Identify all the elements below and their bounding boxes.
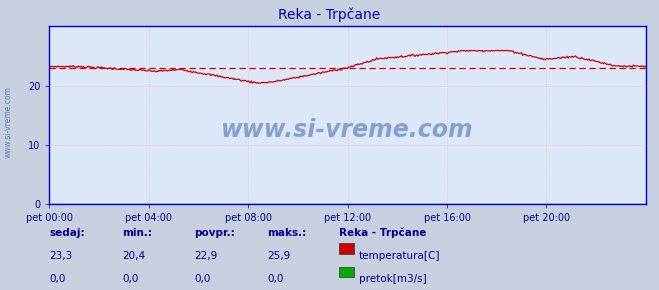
Text: Reka - Trpčane: Reka - Trpčane [278, 7, 381, 22]
Text: 22,9: 22,9 [194, 251, 217, 261]
Text: 20,4: 20,4 [122, 251, 145, 261]
Text: 0,0: 0,0 [122, 274, 138, 284]
Text: maks.:: maks.: [267, 228, 306, 238]
Text: 0,0: 0,0 [49, 274, 66, 284]
Text: 25,9: 25,9 [267, 251, 290, 261]
Text: sedaj:: sedaj: [49, 228, 85, 238]
Text: 23,3: 23,3 [49, 251, 72, 261]
Text: www.si-vreme.com: www.si-vreme.com [221, 117, 474, 142]
Text: min.:: min.: [122, 228, 152, 238]
Text: pretok[m3/s]: pretok[m3/s] [359, 274, 427, 284]
Text: www.si-vreme.com: www.si-vreme.com [3, 86, 13, 158]
Text: 0,0: 0,0 [267, 274, 283, 284]
Text: 0,0: 0,0 [194, 274, 211, 284]
Text: povpr.:: povpr.: [194, 228, 235, 238]
Text: temperatura[C]: temperatura[C] [359, 251, 441, 261]
Text: Reka - Trpčane: Reka - Trpčane [339, 228, 427, 238]
